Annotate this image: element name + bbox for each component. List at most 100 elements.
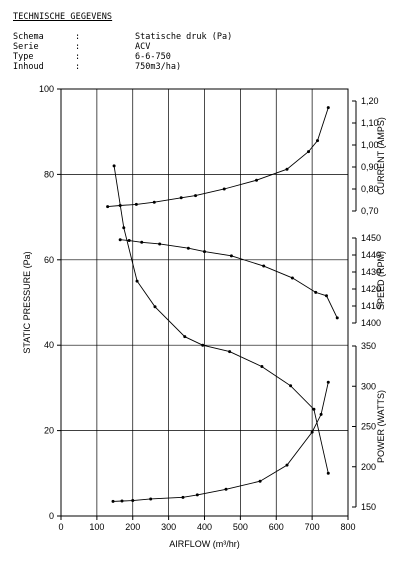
header: TECHNISCHE GEGEVENS Schema : Statische d… <box>13 12 393 72</box>
right-axis-tick-label: 0,90 <box>361 162 379 172</box>
spec-value: Statische druk (Pa) <box>135 32 233 42</box>
spec-separator: : <box>75 62 81 72</box>
data-point <box>326 471 330 475</box>
right-axis-tick-label: 0,80 <box>361 184 379 194</box>
x-tick-label: 500 <box>233 522 248 532</box>
data-point <box>203 250 206 254</box>
spec-value: 750m3/ha) <box>135 62 182 72</box>
data-point <box>285 167 289 171</box>
data-point <box>134 202 138 206</box>
data-point <box>290 276 294 280</box>
data-point <box>285 463 289 467</box>
data-point <box>131 499 135 503</box>
data-point <box>153 305 157 309</box>
y-tick-label: 60 <box>44 255 54 265</box>
series-line <box>112 382 329 502</box>
spec-key: Schema <box>13 32 44 42</box>
right-axis-label: CURRENT (AMPS) <box>376 117 386 195</box>
data-point <box>260 365 264 369</box>
data-point <box>312 407 316 411</box>
spec-key: Type <box>13 52 34 62</box>
data-point <box>335 316 339 320</box>
chart-series <box>106 106 339 503</box>
spec-row-type: Type : 6-6-750 <box>13 52 393 62</box>
spec-value: ACV <box>135 42 151 52</box>
data-point <box>186 246 190 250</box>
data-point <box>228 350 232 354</box>
y-axis-label: STATIC PRESSURE (Pa) <box>22 251 32 353</box>
data-point <box>122 226 126 230</box>
data-point <box>140 240 144 244</box>
data-point <box>149 497 153 501</box>
series-line <box>113 165 329 474</box>
data-point <box>201 343 205 347</box>
right-axis-label: SPEED (RPM) <box>376 251 386 310</box>
data-point <box>127 239 131 243</box>
data-point <box>112 164 116 168</box>
right-axis-tick-label: 250 <box>361 422 376 432</box>
data-point <box>224 487 228 491</box>
right-axis-tick-label: 1420 <box>361 284 381 294</box>
data-point <box>183 335 187 339</box>
data-point <box>310 430 314 434</box>
right-axis-tick-label: 350 <box>361 341 376 351</box>
data-point <box>152 200 156 204</box>
right-axis-tick-label: 300 <box>361 381 376 391</box>
x-tick-label: 700 <box>305 522 320 532</box>
x-axis-label: AIRFLOW (m³/hr) <box>169 539 240 549</box>
y-tick-label: 0 <box>49 511 54 521</box>
spec-key: Serie <box>13 42 39 52</box>
data-point <box>111 499 115 503</box>
data-point <box>106 205 110 209</box>
spec-row-serie: Serie : ACV <box>13 42 393 52</box>
y-tick-label: 20 <box>44 426 54 436</box>
data-point <box>307 150 311 154</box>
right-axis-tick-label: 1,10 <box>361 118 379 128</box>
data-point <box>194 194 198 198</box>
data-point <box>229 254 233 258</box>
data-point <box>118 204 122 207</box>
chart-labels: AIRFLOW (m³/hr) STATIC PRESSURE (Pa) CURRE… <box>22 117 386 549</box>
spec-key: Inhoud <box>13 62 44 72</box>
spec-row-schema: Schema : Statische druk (Pa) <box>13 32 393 42</box>
x-tick-label: 300 <box>161 522 176 532</box>
data-point <box>289 384 293 388</box>
spec-row-inhoud: Inhoud : 750m3/ha) <box>13 62 393 72</box>
data-point <box>319 412 323 416</box>
data-point <box>262 264 266 268</box>
right-axis-tick-label: 200 <box>361 462 376 472</box>
page-title: TECHNISCHE GEGEVENS <box>13 12 113 22</box>
right-axis-tick-label: 1430 <box>361 267 381 277</box>
data-point <box>314 290 318 294</box>
right-axis-tick-label: 1450 <box>361 233 381 243</box>
right-axis-label: POWER (WATTS) <box>376 390 386 463</box>
data-point <box>181 495 185 499</box>
series-line <box>107 107 329 208</box>
y-tick-label: 80 <box>44 169 54 179</box>
y-tick-label: 100 <box>39 84 54 94</box>
data-point <box>179 196 183 200</box>
right-axis-tick-label: 150 <box>361 502 376 512</box>
x-tick-label: 600 <box>269 522 284 532</box>
spec-separator: : <box>75 32 81 42</box>
right-axis-tick-label: 0,70 <box>361 206 379 216</box>
chart-axes: 0 100 200 300 400 500 600 700 800 0 20 40 60 80 100 0,7… <box>39 84 381 532</box>
data-point <box>135 279 139 283</box>
right-axis-tick-label: 1400 <box>361 318 381 328</box>
x-tick-label: 800 <box>340 522 355 532</box>
right-axis-tick-label: 1440 <box>361 250 381 260</box>
data-point <box>195 493 199 497</box>
x-tick-label: 100 <box>89 522 104 532</box>
right-axis-tick-label: 1,00 <box>361 140 379 150</box>
data-point <box>326 106 330 110</box>
spec-separator: : <box>75 42 81 52</box>
y-tick-label: 40 <box>44 340 54 350</box>
data-point <box>158 242 162 246</box>
data-point <box>324 294 328 298</box>
x-tick-label: 200 <box>125 522 140 532</box>
right-axis-tick-label: 1410 <box>361 301 381 311</box>
spec-separator: : <box>75 52 81 62</box>
data-point <box>118 238 122 242</box>
data-point <box>258 479 262 483</box>
